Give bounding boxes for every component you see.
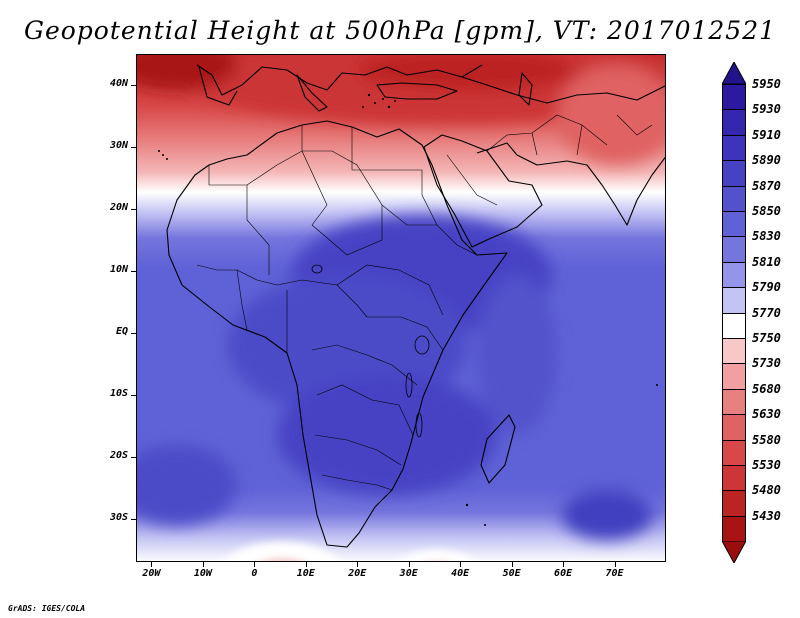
- longitude-tick-label: 20W: [142, 568, 161, 579]
- grads-credit: GrADS: IGES/COLA: [8, 604, 86, 613]
- latitude-tick-label: 30S: [109, 511, 128, 523]
- asia-coastline: [461, 76, 665, 104]
- latitude-tick: [131, 146, 136, 148]
- colorbar-swatch: [722, 515, 746, 543]
- latitude-tick-label: 10N: [109, 263, 128, 275]
- latitude-tick-label: 20N: [109, 201, 128, 213]
- lakes: [311, 264, 430, 438]
- italy-coastline: [296, 74, 328, 112]
- colorbar-swatch: [722, 439, 746, 466]
- colorbar-level-label: 5580: [752, 432, 781, 447]
- arabia-coastline: [423, 134, 543, 248]
- longitude-tick: [408, 562, 410, 567]
- colorbar-level-label: 5480: [752, 483, 781, 498]
- india-coastline: [566, 156, 665, 226]
- longitude-tick: [511, 562, 513, 567]
- colorbar-swatch: [722, 236, 746, 263]
- colorbar-top-arrow: [722, 62, 746, 84]
- latitude-tick: [131, 84, 136, 86]
- longitude-tick-label: 60E: [554, 568, 573, 579]
- latitude-tick-label: 40N: [109, 77, 128, 89]
- longitude-tick: [254, 562, 256, 567]
- longitude-tick: [305, 562, 307, 567]
- colorbar-level-label: 5630: [752, 407, 781, 422]
- colorbar-swatch: [722, 160, 746, 187]
- height-field-north: [137, 55, 665, 165]
- colorbar-swatch: [722, 490, 746, 517]
- islands: [158, 93, 658, 526]
- coastlines: [166, 64, 665, 548]
- longitude-tick-label: 70E: [605, 568, 624, 579]
- colorbar-swatch: [722, 211, 746, 238]
- longitude-tick: [563, 562, 565, 567]
- latitude-tick: [131, 270, 136, 272]
- height-field-south: [225, 542, 473, 561]
- iberia-coastline: [198, 66, 238, 106]
- chart-title: Geopotential Height at 500hPa [gpm], VT:…: [23, 16, 777, 45]
- colorbar-swatch: [722, 109, 746, 136]
- colorbar-level-label: 5680: [752, 381, 781, 396]
- longitude-tick: [357, 562, 359, 567]
- colorbar-swatch: [722, 312, 746, 339]
- colorbar-swatch: [722, 287, 746, 314]
- colorbar-swatch: [722, 261, 746, 289]
- gulf-coastline: [476, 142, 568, 166]
- colorbar-level-label: 5950: [752, 77, 781, 91]
- longitude-tick: [460, 562, 462, 567]
- longitude-tick-label: 20E: [348, 568, 367, 579]
- colorbar-level-label: 5870: [752, 178, 781, 193]
- colorbar-level-label: 5910: [752, 127, 781, 142]
- latitude-tick: [131, 332, 136, 334]
- height-field-map: [137, 55, 665, 561]
- colorbar-level-label: 5730: [752, 356, 781, 371]
- map-plot-area: [136, 54, 666, 562]
- longitude-tick-label: 40E: [451, 568, 470, 579]
- latitude-tick-label: 20S: [109, 449, 128, 461]
- colorbar-bottom-arrow: [722, 541, 746, 564]
- latitude-tick-label: 10S: [109, 387, 128, 399]
- latitude-tick: [131, 394, 136, 396]
- longitude-tick-label: 50E: [502, 568, 521, 579]
- europe-coastline: [196, 64, 483, 96]
- longitude-tick-label: 0: [251, 568, 258, 579]
- caspian-coastline: [518, 72, 533, 106]
- latitude-tick: [131, 518, 136, 520]
- longitude-tick-label: 10W: [193, 568, 212, 579]
- colorbar-swatch: [722, 134, 746, 162]
- colorbar-swatch: [722, 465, 746, 492]
- colorbar-level-label: 5890: [752, 153, 781, 168]
- latitude-tick: [131, 208, 136, 210]
- longitude-tick: [202, 562, 204, 567]
- colorbar-swatch: [722, 414, 746, 441]
- longitude-tick-label: 10E: [296, 568, 315, 579]
- latitude-tick: [131, 456, 136, 458]
- country-borders: [196, 114, 653, 491]
- colorbar-swatch: [722, 338, 746, 365]
- africa-coastline: [166, 120, 508, 548]
- colorbar-level-label: 5430: [752, 508, 781, 523]
- colorbar-level-label: 5830: [752, 229, 781, 244]
- madagascar-coastline: [480, 414, 516, 484]
- colorbar-level-label: 5930: [752, 102, 781, 117]
- colorbar-level-label: 5770: [752, 305, 781, 320]
- colorbar-swatch: [722, 388, 746, 416]
- colorbar-swatch: [722, 84, 746, 111]
- colorbar-level-label: 5750: [752, 331, 781, 345]
- longitude-tick-label: 30E: [399, 568, 418, 579]
- colorbar-swatch: [722, 185, 746, 212]
- colorbar-swatch: [722, 363, 746, 390]
- turkey-coastline: [376, 82, 458, 100]
- longitude-tick: [151, 562, 153, 567]
- colorbar-level-label: 5790: [752, 280, 781, 295]
- longitude-tick: [614, 562, 616, 567]
- latitude-tick-label: 30N: [109, 139, 128, 151]
- colorbar-level-label: 5810: [752, 254, 781, 269]
- latitude-tick-label: EQ: [115, 325, 128, 337]
- colorbar-level-label: 5850: [752, 204, 781, 218]
- colorbar-level-label: 5530: [752, 458, 781, 472]
